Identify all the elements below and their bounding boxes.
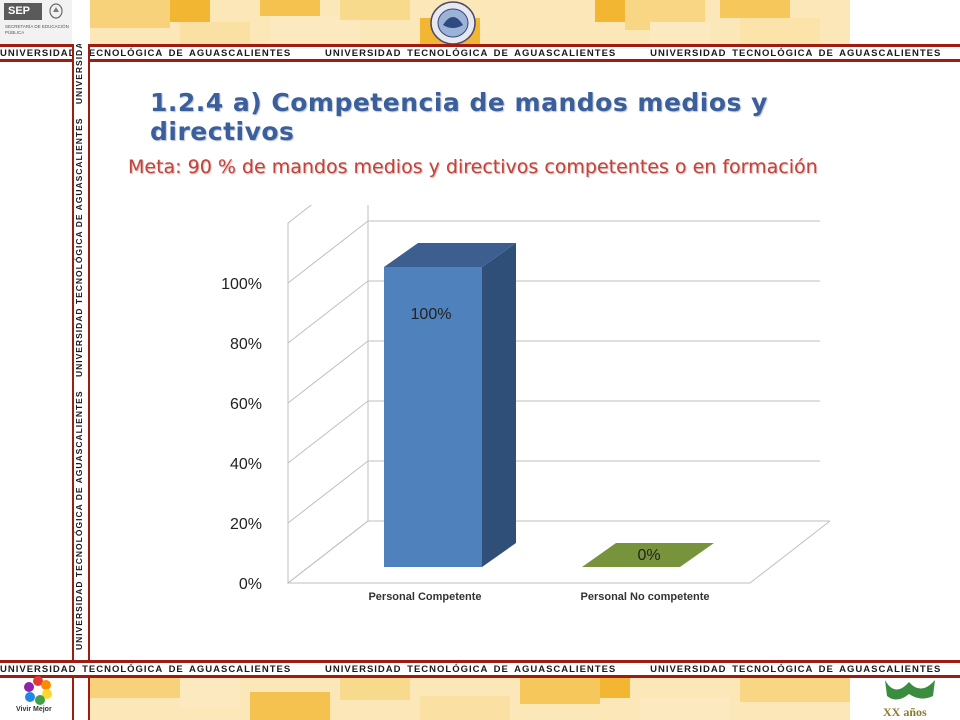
side-wall-gridline bbox=[287, 340, 369, 404]
bar-top bbox=[384, 243, 516, 267]
vivir-mejor-label: Vivir Mejor bbox=[16, 706, 52, 713]
x-category-label: Personal No competente bbox=[581, 591, 710, 603]
chart-floor bbox=[286, 520, 830, 584]
band-line bbox=[0, 660, 960, 663]
ut-anniversary-logo-icon: XX años bbox=[883, 680, 935, 719]
goal-subtitle: Meta: 90 % de mandos medios y directivos… bbox=[128, 156, 818, 178]
bar-flat bbox=[582, 543, 714, 567]
band-line bbox=[0, 44, 960, 47]
y-tick-label: 60% bbox=[230, 396, 262, 413]
side-wall-gridline bbox=[287, 205, 313, 224]
band-line bbox=[0, 675, 960, 678]
top-banner: SEP SECRETARÍA DE EDUCACIÓN PÚBLICA bbox=[0, 0, 960, 45]
y-tick-label: 80% bbox=[230, 336, 262, 353]
side-wall-gridline bbox=[287, 460, 369, 524]
y-tick-label: 20% bbox=[230, 516, 262, 533]
page-title: 1.2.4 a) Competencia de mandos medios y … bbox=[150, 88, 768, 146]
band-line bbox=[0, 59, 960, 62]
vivir-mejor-logo-icon bbox=[24, 676, 52, 705]
strip-line bbox=[88, 44, 90, 720]
bar-data-label: 0% bbox=[637, 547, 660, 564]
sep-logo: SEP SECRETARÍA DE EDUCACIÓN PÚBLICA bbox=[0, 0, 72, 44]
university-name-strip-left: UNIVERSIDAD TECNOLÓGICA DE AGUASCALIENTE… bbox=[72, 44, 90, 720]
y-tick-label: 40% bbox=[230, 456, 262, 473]
bar-front bbox=[384, 267, 482, 567]
university-emblem-icon bbox=[430, 1, 476, 45]
sep-caption: SECRETARÍA DE EDUCACIÓN PÚBLICA bbox=[5, 24, 69, 35]
ut-anniversary-text: XX años bbox=[883, 705, 927, 719]
side-wall-gridline bbox=[287, 280, 369, 344]
strip-line bbox=[72, 44, 74, 720]
bar-data-label: 100% bbox=[411, 306, 452, 323]
mexico-seal-icon bbox=[49, 3, 63, 19]
university-name-band-top: UNIVERSIDAD TECNOLÓGICA DE AGUASCALIENTE… bbox=[0, 44, 960, 62]
decorative-tiles-bottom bbox=[90, 678, 850, 720]
side-wall-gridline bbox=[287, 400, 369, 464]
bar-side bbox=[482, 243, 516, 567]
sep-logo-text: SEP bbox=[4, 3, 42, 20]
strip-text: UNIVERSIDAD TECNOLÓGICA DE AGUASCALIENTE… bbox=[74, 44, 84, 650]
band-text: UNIVERSIDAD TECNOLÓGICA DE AGUASCALIENTE… bbox=[0, 664, 942, 675]
y-tick-label: 100% bbox=[221, 276, 262, 293]
side-wall-gridline bbox=[287, 220, 369, 284]
band-text: UNIVERSIDAD TECNOLÓGICA DE AGUASCALIENTE… bbox=[0, 48, 942, 59]
university-name-band-bottom: UNIVERSIDAD TECNOLÓGICA DE AGUASCALIENTE… bbox=[0, 660, 960, 678]
bar-chart: 0% 20% 40% 60% 80% 100% 100% Personal Competent… bbox=[221, 205, 830, 603]
y-tick-label: 0% bbox=[239, 576, 262, 593]
x-category-label: Personal Competente bbox=[368, 591, 481, 603]
